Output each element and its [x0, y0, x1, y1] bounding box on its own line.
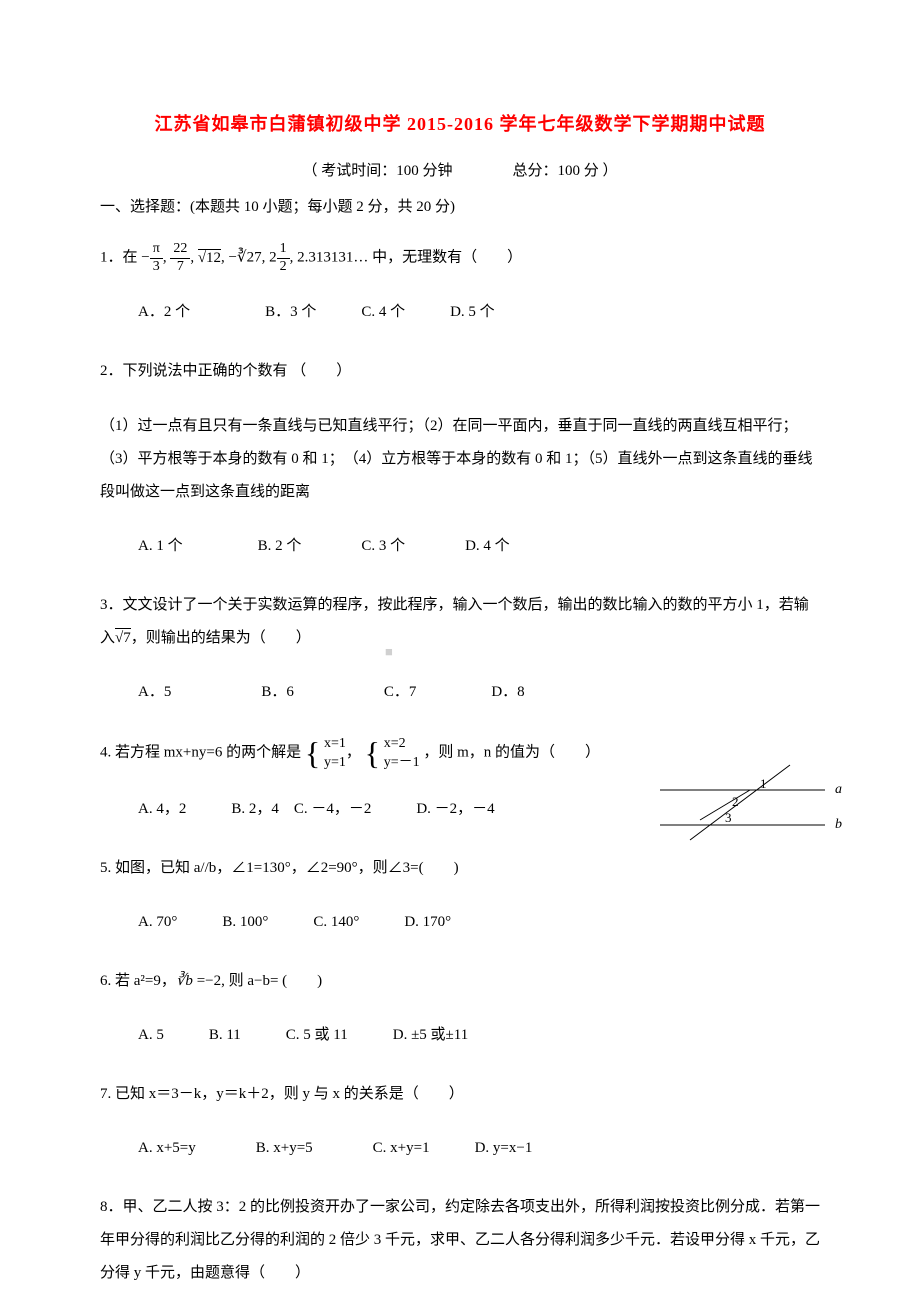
q1-frac-half: 12 [277, 241, 290, 276]
question-5: 5. 如图，已知 a//b，∠1=130°，∠2=90°，则∠3=( ) [100, 852, 820, 885]
q4-sys1: { x=1 y=1 [305, 735, 346, 771]
section-header: 一、选择题：(本题共 10 小题；每小题 2 分，共 20 分) [100, 195, 820, 219]
q1-pi: π [150, 241, 163, 259]
q1-neg2: − [229, 250, 237, 266]
q3-sqrt7: √7 [115, 628, 131, 646]
q3-options: A．5 B．6 C．7 D．8 [100, 677, 820, 707]
q6-cbrt-b: ∛b [176, 973, 193, 989]
figure-label-a: a [835, 782, 842, 797]
question-6: 6. 若 a²=9，∛b =−2, 则 a−b= ( ) [100, 965, 820, 998]
q1-half-den: 2 [277, 259, 290, 276]
q4-sys1-content: x=1 y=1 [324, 735, 346, 771]
q3-text-b: ，则输出的结果为（ ） [131, 630, 311, 646]
q2-options: A. 1 个 B. 2 个 C. 3 个 D. 4 个 [100, 531, 820, 561]
question-8: 8．甲、乙二人按 3：2 的比例投资开办了一家公司，约定除去各项支出外，所得利润… [100, 1191, 820, 1290]
q1-sqrt12: √12 [198, 249, 221, 266]
q1-math-neg: − [141, 250, 149, 266]
figure-angle-3: 3 [725, 810, 732, 825]
q1-suffix: 中，无理数有（ ） [372, 250, 522, 266]
question-2: 2．下列说法中正确的个数有 （ ） [100, 355, 820, 388]
question-3: 3．文文设计了一个关于实数运算的程序，按此程序，输入一个数后，输出的数比输入的数… [100, 589, 820, 655]
q1-prefix: 1．在 [100, 250, 138, 266]
q1-cbrt27: ∛27 [237, 250, 262, 266]
brace-icon: { [365, 740, 380, 767]
brace-icon: { [305, 740, 320, 767]
q5-figure: a b 1 2 3 [650, 760, 850, 850]
question-7: 7. 已知 x＝3－k，y＝k＋2，则 y 与 x 的关系是（ ） [100, 1078, 820, 1111]
figure-label-b: b [835, 817, 842, 832]
q4-sys2: { x=2 y=－1 [365, 735, 420, 771]
q6-text-a: 6. 若 a²=9， [100, 973, 176, 989]
q1-22: 22 [170, 241, 190, 259]
q6-options: A. 5 B. 11 C. 5 或 11 D. ±5 或±11 [100, 1020, 820, 1050]
q5-options: A. 70° B. 100° C. 140° D. 170° [100, 907, 820, 937]
q1-options: A．2 个 B．3 个 C. 4 个 D. 5 个 [100, 297, 820, 327]
q1-frac-22-7: 227 [170, 241, 190, 276]
q2-sub: （1）过一点有且只有一条直线与已知直线平行；（2）在同一平面内，垂直于同一直线的… [100, 410, 820, 509]
exam-title: 江苏省如皋市白蒲镇初级中学 2015-2016 学年七年级数学下学期期中试题 [100, 110, 820, 139]
q5-diagram-svg: a b 1 2 3 [650, 760, 850, 850]
question-1: 1．在 −π3, 227, √12, −∛27, 212, 2.313131… … [100, 241, 820, 276]
exam-info: （ 考试时间：100 分钟 总分：100 分 ） [100, 159, 820, 183]
q1-half-num: 1 [277, 241, 290, 259]
q4-text-b: ，则 m，n 的值为（ ） [423, 745, 600, 761]
q6-text-b: =−2, 则 a−b= ( ) [193, 973, 322, 989]
q1-decimal: 2.313131… [297, 250, 368, 266]
figure-angle-2: 2 [732, 794, 739, 809]
q1-7: 7 [170, 259, 190, 276]
figure-angle-1: 1 [760, 776, 767, 791]
q1-frac-pi3: π3 [150, 241, 163, 276]
q4-sys2-content: x=2 y=－1 [384, 735, 420, 771]
q1-two: 2 [269, 250, 277, 266]
q7-options: A. x+5=y B. x+y=5 C. x+y=1 D. y=x−1 [100, 1133, 820, 1163]
q4-text-a: 4. 若方程 mx+ny=6 的两个解是 [100, 745, 301, 761]
q1-three: 3 [150, 259, 163, 276]
